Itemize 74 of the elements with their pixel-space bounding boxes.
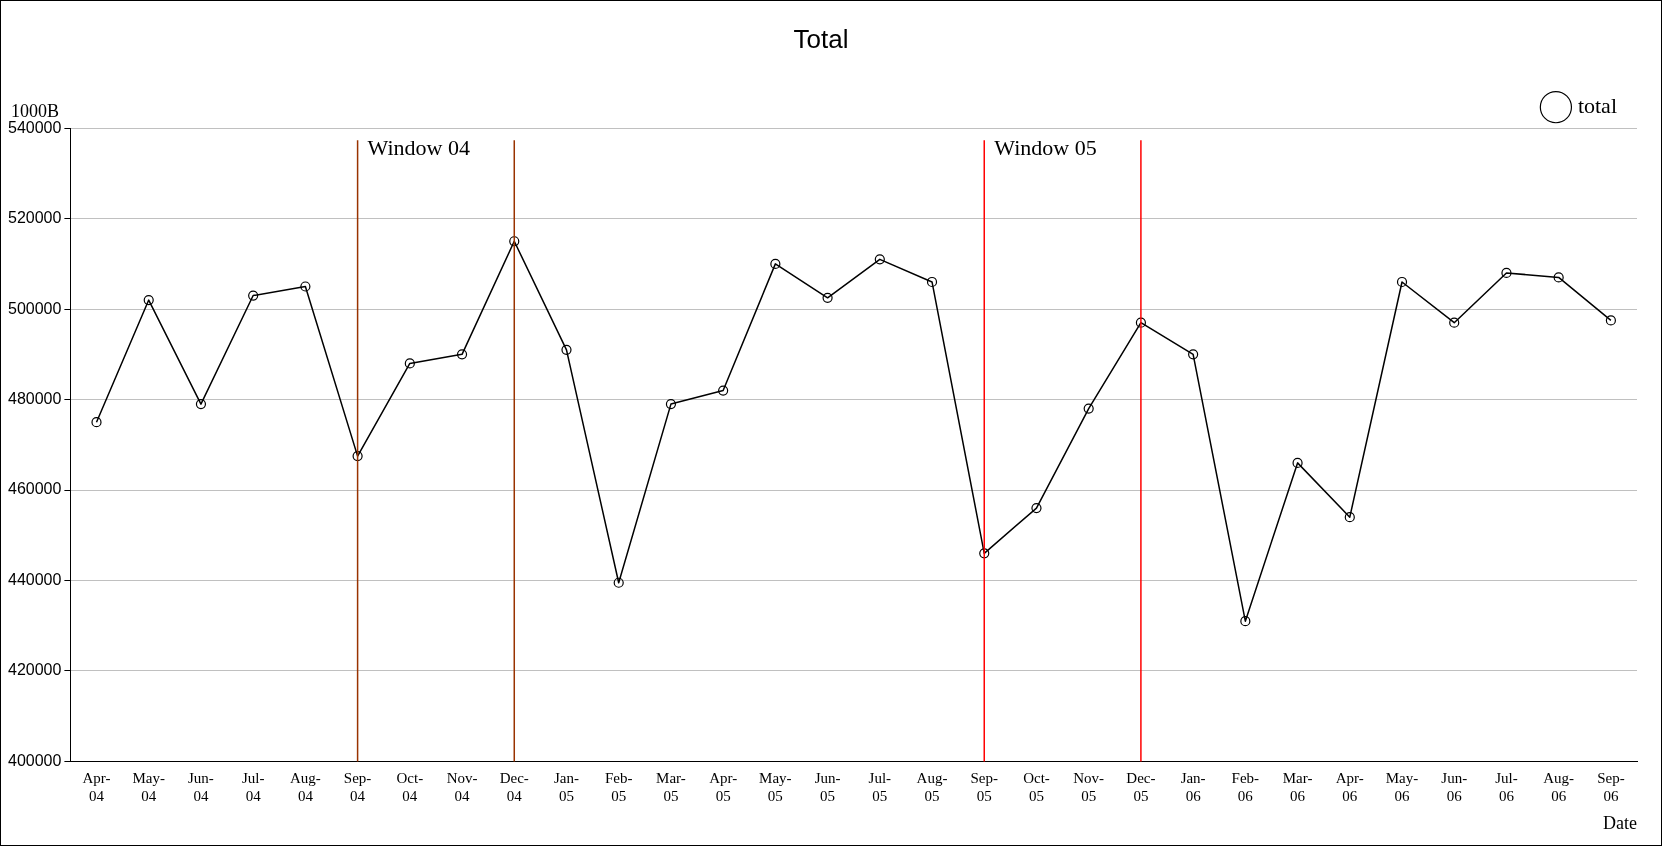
- y-tick-label: 460000: [8, 480, 62, 498]
- y-tick-label: 440000: [8, 570, 62, 588]
- point: [509, 236, 520, 247]
- point: [613, 577, 624, 588]
- x-tick-label: Nov-05: [1073, 770, 1105, 805]
- x-tick-label: Jan-06: [1180, 770, 1206, 805]
- point: [1135, 317, 1147, 328]
- x-tick-label: Dec-04: [499, 770, 529, 805]
- x-tick-label: Mar-06: [1282, 770, 1313, 805]
- x-tick-label: Jan-05: [553, 770, 579, 805]
- point: [456, 349, 468, 360]
- x-tick-label: Oct-05: [1023, 770, 1050, 805]
- x-tick-label: Jul-04: [241, 770, 265, 805]
- point: [300, 281, 311, 292]
- point: [1188, 349, 1199, 360]
- y-tick-label: 500000: [8, 299, 62, 317]
- y-tick-label: 540000: [8, 118, 62, 136]
- y-tick-label: 420000: [8, 661, 62, 679]
- y-tick-label: 520000: [8, 209, 62, 227]
- x-tick-label: Jun-06: [1441, 770, 1468, 805]
- point: [1240, 616, 1251, 627]
- point: [822, 292, 833, 303]
- point: [91, 417, 102, 428]
- point: [1501, 267, 1512, 279]
- point: [1605, 315, 1616, 326]
- point: [195, 398, 207, 410]
- x-tick-label: Jun-04: [188, 770, 214, 805]
- ref-line-label: Window 04: [367, 134, 470, 160]
- point: [1031, 503, 1042, 514]
- x-tick-label: Jun-05: [814, 770, 841, 805]
- x-tick-label: Apr-06: [1335, 770, 1364, 805]
- x-tick-label: Nov-04: [446, 770, 478, 805]
- x-tick-label: Jul-05: [868, 770, 892, 805]
- x-tick-label: Feb-06: [1231, 770, 1260, 805]
- chart-title: Total: [793, 23, 849, 54]
- x-tick-label: May-04: [132, 770, 165, 805]
- y-tick-label: 480000: [8, 389, 62, 407]
- point: [718, 385, 729, 396]
- x-tick-label: Feb-05: [604, 770, 633, 805]
- point: [665, 398, 677, 410]
- x-tick-label: Sep-04: [343, 770, 372, 805]
- point: [770, 258, 781, 269]
- x-tick-label: Jul-06: [1495, 770, 1518, 805]
- x-tick-label: Aug-04: [289, 770, 321, 805]
- legend-label: total: [1577, 92, 1618, 118]
- point: [1344, 512, 1355, 523]
- x-tick-label: Apr-05: [709, 770, 738, 805]
- y-axis-title: 1000B: [11, 100, 60, 121]
- point: [1396, 276, 1408, 288]
- x-tick-label: Apr-04: [82, 770, 111, 805]
- point: [404, 358, 415, 369]
- x-tick-label: Mar-05: [656, 770, 686, 805]
- x-tick-label: Sep-05: [970, 770, 998, 805]
- ref-line-label: Window 05: [994, 134, 1097, 160]
- x-tick-label: Sep-06: [1597, 770, 1625, 805]
- point: [926, 276, 938, 288]
- point: [874, 254, 885, 265]
- point: [1449, 317, 1460, 328]
- point: [352, 451, 363, 462]
- point: [1083, 403, 1094, 414]
- point: [979, 548, 990, 559]
- point: [248, 290, 259, 301]
- point: [143, 294, 154, 306]
- x-tick-label: May-06: [1385, 770, 1419, 805]
- point: [1292, 457, 1303, 468]
- x-tick-label: Dec-05: [1126, 770, 1156, 805]
- y-tick-label: 400000: [8, 751, 62, 769]
- x-tick-label: May-05: [759, 770, 792, 805]
- point: [1553, 272, 1564, 283]
- point: [561, 344, 572, 355]
- x-axis-title: Date: [1603, 812, 1637, 833]
- x-tick-label: Aug-05: [916, 770, 948, 805]
- x-tick-label: Oct-04: [396, 770, 424, 805]
- x-tick-label: Aug-06: [1543, 770, 1575, 805]
